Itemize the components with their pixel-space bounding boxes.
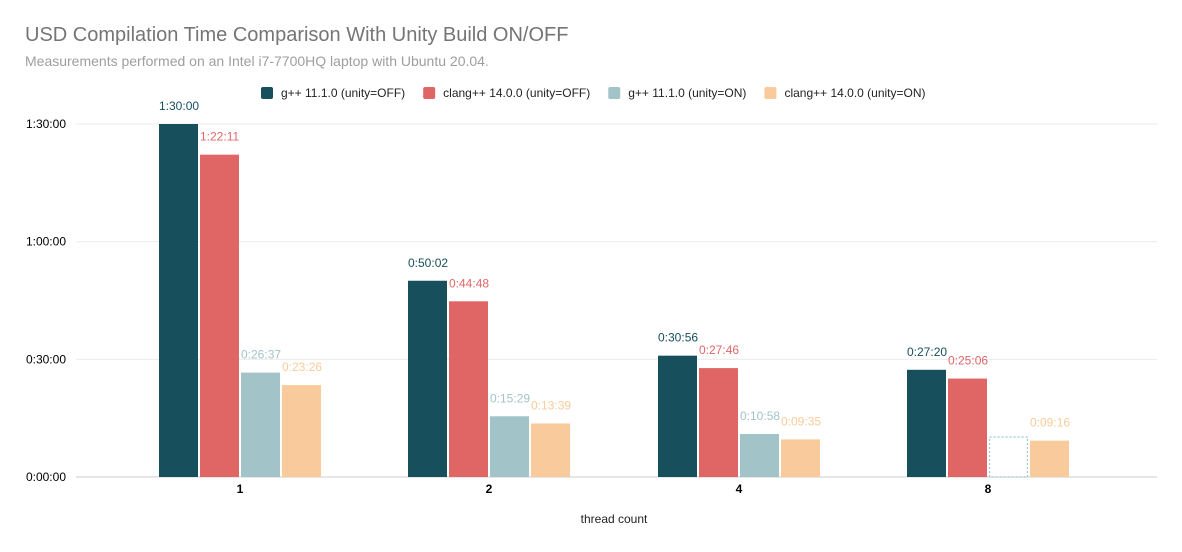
bar-value-label: 0:44:48: [449, 276, 489, 290]
x-tick-label: 2: [486, 482, 493, 496]
legend-swatch: [423, 87, 436, 99]
x-tick-label: 1: [237, 482, 244, 496]
chart-subtitle: Measurements performed on an Intel i7-77…: [25, 53, 489, 69]
bar: [159, 124, 198, 477]
y-tick-label: 1:00:00: [26, 235, 66, 249]
bar: [531, 423, 570, 477]
legend-label: clang++ 14.0.0 (unity=OFF): [443, 86, 590, 100]
x-tick-label: 8: [985, 482, 992, 496]
bar-value-label: 1:30:00: [159, 99, 199, 113]
legend-swatch: [608, 87, 621, 99]
y-tick-label: 0:00:00: [26, 470, 66, 484]
bar-value-label: 0:09:35: [781, 414, 821, 428]
bar: [658, 355, 697, 477]
bar: [740, 433, 779, 477]
bar: [699, 368, 738, 477]
bar-value-label: 0:30:56: [658, 331, 698, 345]
bar-value-label: 0:13:39: [531, 398, 571, 412]
bar: [907, 369, 946, 477]
bar: [781, 439, 820, 477]
bar: [200, 154, 239, 478]
bar-value-label: 1:22:11: [200, 130, 239, 144]
bar-value-label: 0:10:58: [740, 409, 780, 423]
bar-value-label: 0:09:16: [1030, 416, 1070, 430]
chart-title: USD Compilation Time Comparison With Uni…: [25, 24, 569, 46]
bar: [241, 372, 280, 477]
bar: [1030, 440, 1069, 477]
bar-value-label: 0:23:26: [282, 360, 322, 374]
bar: [282, 385, 321, 477]
bar-value-label: 0:26:37: [241, 348, 281, 362]
bar: [408, 280, 447, 477]
bar-value-label: 0:50:02: [408, 256, 448, 270]
bar: [449, 301, 488, 477]
missing-bar-placeholder: [988, 436, 1029, 478]
legend-label: g++ 11.1.0 (unity=OFF): [281, 86, 405, 100]
bar-value-label: 0:25:06: [948, 354, 988, 368]
legend-swatch: [764, 87, 777, 99]
y-tick-label: 1:30:00: [26, 117, 66, 131]
bar: [948, 378, 987, 477]
legend-label: g++ 11.1.0 (unity=ON): [628, 86, 746, 100]
legend-label: clang++ 14.0.0 (unity=ON): [784, 86, 925, 100]
legend-swatch: [261, 87, 273, 99]
bar-value-label: 0:15:29: [490, 391, 530, 405]
y-tick-label: 0:30:00: [26, 352, 66, 366]
bar-value-label: 0:27:20: [907, 345, 947, 359]
x-axis-label: thread count: [581, 512, 648, 526]
bar-value-label: 0:27:46: [699, 343, 739, 357]
x-tick-label: 4: [736, 482, 743, 496]
bar: [490, 416, 529, 477]
